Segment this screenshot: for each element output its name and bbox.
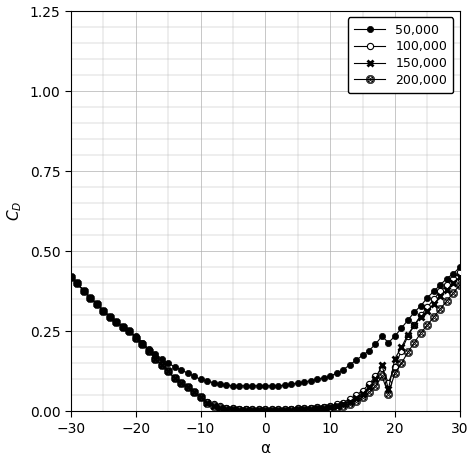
100,000 xyxy=(457,269,463,275)
Line: 150,000: 150,000 xyxy=(67,274,463,413)
100,000 xyxy=(256,407,262,412)
100,000 xyxy=(308,405,313,410)
200,000 xyxy=(411,340,417,346)
150,000 xyxy=(411,322,417,328)
150,000 xyxy=(68,274,74,280)
50,000 xyxy=(411,310,417,315)
150,000 xyxy=(308,406,313,411)
100,000 xyxy=(68,274,74,280)
100,000 xyxy=(411,322,417,328)
50,000 xyxy=(68,274,74,280)
50,000 xyxy=(146,346,152,352)
Y-axis label: $C_D$: $C_D$ xyxy=(6,201,24,221)
200,000 xyxy=(159,362,164,368)
50,000 xyxy=(230,383,236,389)
150,000 xyxy=(146,348,152,353)
150,000 xyxy=(243,407,249,413)
200,000 xyxy=(308,407,313,412)
150,000 xyxy=(204,400,210,405)
150,000 xyxy=(457,274,463,280)
100,000 xyxy=(146,348,152,353)
150,000 xyxy=(159,362,164,368)
Legend: 50,000, 100,000, 150,000, 200,000: 50,000, 100,000, 150,000, 200,000 xyxy=(348,17,454,93)
150,000 xyxy=(282,407,288,413)
200,000 xyxy=(249,408,255,413)
200,000 xyxy=(146,348,152,353)
200,000 xyxy=(457,282,463,288)
100,000 xyxy=(204,399,210,405)
Line: 100,000: 100,000 xyxy=(68,269,463,413)
50,000 xyxy=(204,378,210,384)
50,000 xyxy=(159,356,164,361)
Line: 200,000: 200,000 xyxy=(67,273,464,415)
50,000 xyxy=(282,383,288,388)
Line: 50,000: 50,000 xyxy=(68,264,463,389)
100,000 xyxy=(282,406,288,412)
200,000 xyxy=(68,274,74,280)
50,000 xyxy=(308,378,313,383)
200,000 xyxy=(282,408,288,413)
X-axis label: α: α xyxy=(260,442,270,456)
100,000 xyxy=(159,362,164,368)
200,000 xyxy=(204,400,210,405)
50,000 xyxy=(457,265,463,270)
